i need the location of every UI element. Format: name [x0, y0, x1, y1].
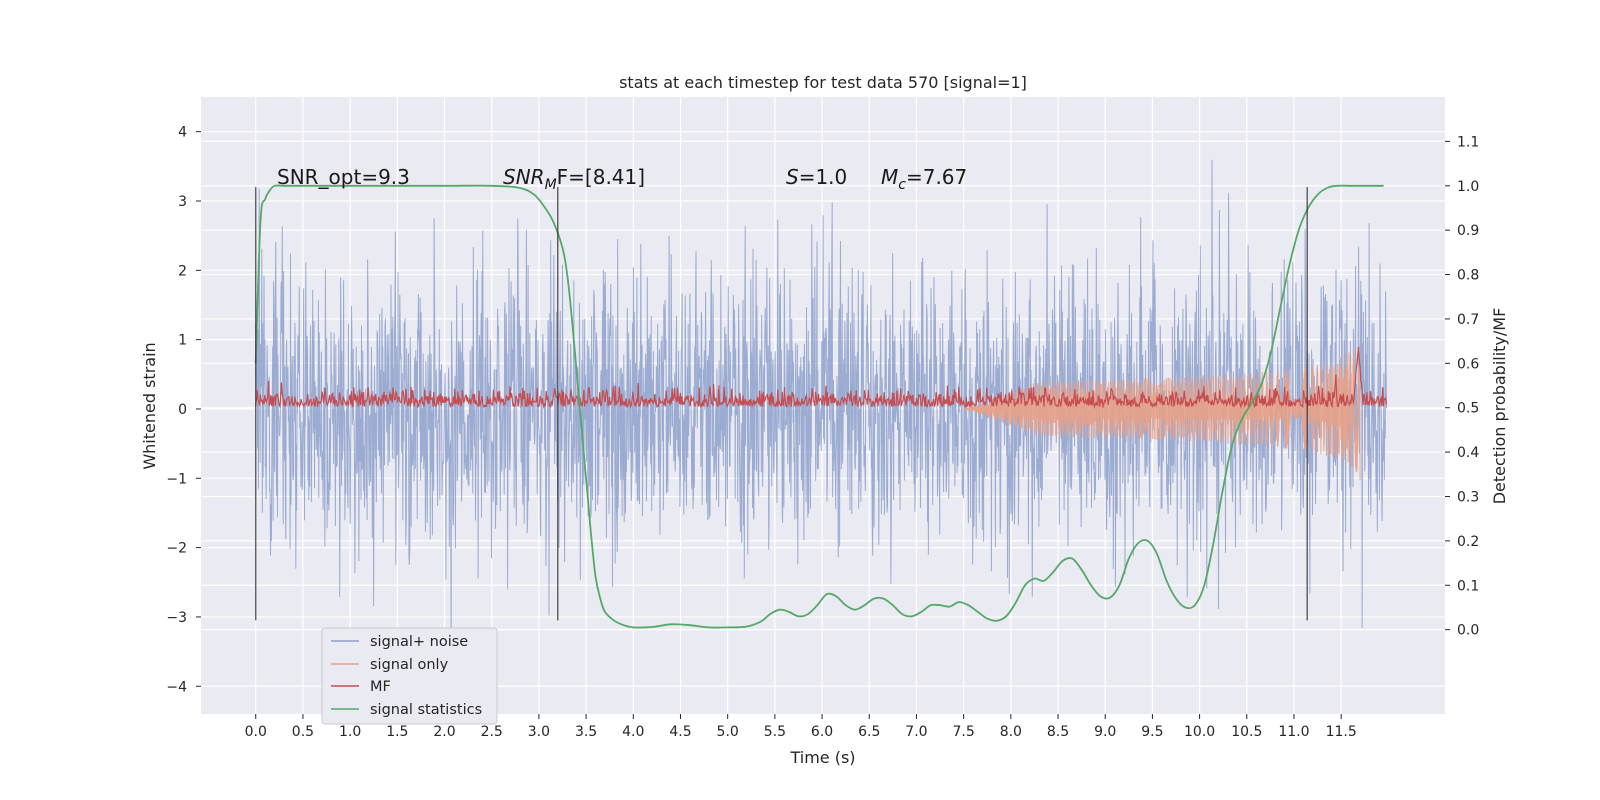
y-tick-label-left: 1	[178, 333, 187, 349]
x-tick-label: 9.0	[1094, 724, 1116, 740]
x-tick-label: 10.0	[1184, 724, 1215, 740]
y-tick-label-right: 1.1	[1457, 134, 1479, 150]
y-tick-label-left: 2	[178, 263, 187, 279]
x-tick-label: 3.5	[575, 724, 597, 740]
x-tick-label: 5.0	[717, 724, 739, 740]
x-tick-label: 6.0	[811, 724, 833, 740]
legend: signal+ noise signal only MF signal stat…	[321, 627, 498, 725]
x-axis-label: Time (s)	[789, 748, 855, 767]
x-tick-label: 6.5	[858, 724, 880, 740]
series-signal-statistics	[254, 184, 1384, 629]
annotation-s: S=1.0	[786, 165, 847, 189]
annotation-s-value: =1.0	[799, 165, 848, 189]
y-tick-label-right: 0.3	[1457, 489, 1479, 505]
annotation-snr-opt: SNR_opt=9.3	[277, 165, 410, 189]
y-tick-label-right: 0.4	[1457, 445, 1479, 461]
x-tick-label: 7.5	[953, 724, 975, 740]
x-tick-label: 8.5	[1047, 724, 1069, 740]
y-tick-label-left: 4	[178, 125, 187, 141]
y-tick-label-right: 0.6	[1457, 356, 1479, 372]
y-tick-label-right: 0.5	[1457, 401, 1479, 417]
x-tick-label: 0.5	[292, 724, 314, 740]
annotation-snr-mf-prefix: SNR	[503, 165, 545, 189]
x-tick-label: 9.5	[1141, 724, 1163, 740]
y-tick-label-right: 0.8	[1457, 268, 1479, 284]
annotation-s-var: S	[786, 165, 799, 189]
y-tick-label-left: −3	[166, 610, 187, 626]
y-tick-label-left: −4	[166, 679, 187, 695]
annotations: SNR_opt=9.3 SNRMF=[8.41] S=1.0 Mc=7.67	[277, 165, 967, 193]
annotation-snr-mf-sub: M	[545, 177, 557, 193]
x-tick-label: 3.0	[528, 724, 550, 740]
x-tick-label: 7.0	[905, 724, 927, 740]
legend-label-signal-statistics: signal statistics	[370, 702, 482, 718]
y-tick-label-right: 0.0	[1457, 623, 1479, 639]
y-tick-label-left: −2	[166, 541, 187, 557]
y-tick-label-right: 0.1	[1457, 578, 1479, 594]
marker-layer	[255, 187, 1308, 621]
series-signal-only	[963, 345, 1361, 481]
y-tick-label-right: 0.9	[1457, 223, 1479, 239]
annotation-mc-sub: c	[898, 177, 906, 193]
chart-title: stats at each timestep for test data 570…	[619, 73, 1027, 92]
x-tick-label: 8.0	[1000, 724, 1022, 740]
annotation-mc: Mc=7.67	[881, 165, 967, 193]
y-axis-label-right: Detection probability/MF	[1490, 308, 1509, 505]
x-tick-label: 10.5	[1231, 724, 1262, 740]
legend-box	[321, 627, 498, 725]
x-tick-label: 11.5	[1326, 724, 1357, 740]
y-tick-label-left: 0	[178, 402, 187, 418]
series-mf	[255, 346, 1388, 410]
annotation-mc-value: =7.67	[906, 165, 967, 189]
legend-label-signal-only: signal only	[370, 657, 449, 673]
x-tick-label: 2.5	[481, 724, 503, 740]
data-layer	[254, 159, 1388, 693]
x-tick-label: 1.0	[339, 724, 361, 740]
y-axis-label-left: Whitened strain	[140, 342, 159, 469]
y-tick-label-right: 0.7	[1457, 312, 1479, 328]
x-tick-label: 4.5	[669, 724, 691, 740]
x-tick-label: 5.5	[764, 724, 786, 740]
annotation-mc-var: M	[881, 165, 898, 189]
y-tick-label-right: 1.0	[1457, 179, 1479, 195]
x-tick-label: 4.0	[622, 724, 644, 740]
x-tick-label: 0.0	[245, 724, 267, 740]
x-tick-label: 2.0	[433, 724, 455, 740]
y-tick-label-left: −1	[166, 471, 187, 487]
annotation-snr-mf: SNRMF=[8.41]	[503, 165, 645, 193]
y-tick-label-right: 0.2	[1457, 534, 1479, 550]
legend-label-signal-noise: signal+ noise	[370, 634, 468, 650]
annotation-snr-mf-suffix: F=[8.41]	[557, 165, 645, 189]
legend-label-mf: MF	[370, 679, 391, 695]
x-tick-label: 1.5	[386, 724, 408, 740]
x-tick-label: 11.0	[1278, 724, 1309, 740]
y-tick-label-left: 3	[178, 194, 187, 210]
tick-layer: 0.0 0.5 1.0 1.5 2.0 2.5 3.0 3.5 4.0 4.5 5.0 5.5 6.0 6…	[166, 125, 1479, 740]
